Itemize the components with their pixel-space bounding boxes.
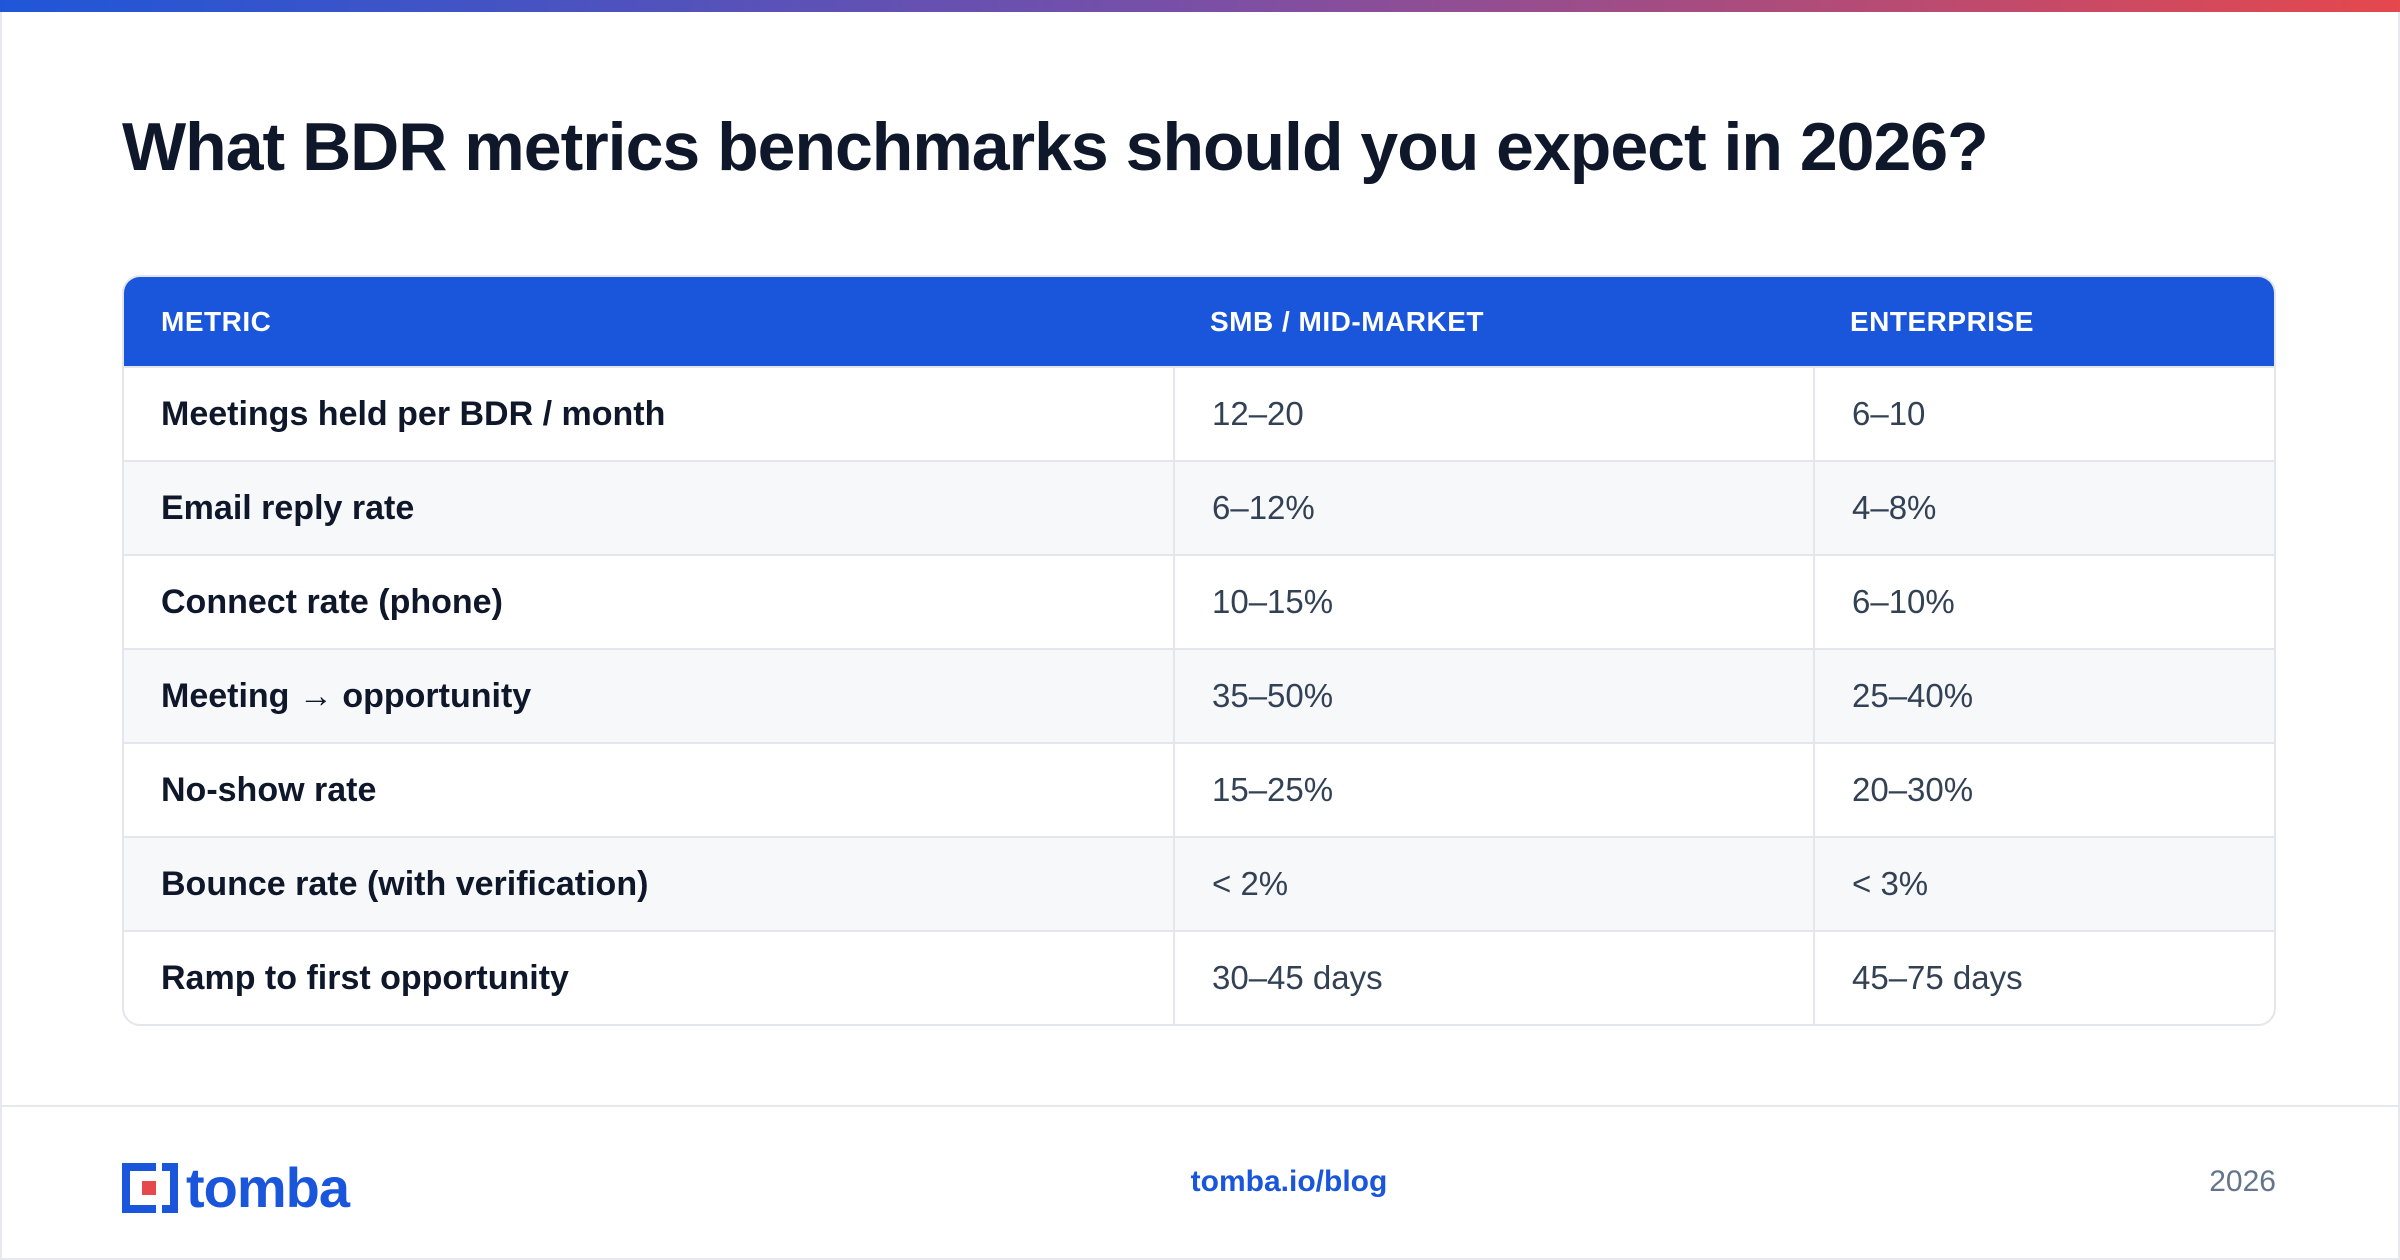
- metric-value: 6–10: [1813, 368, 2274, 460]
- metric-value: < 3%: [1813, 838, 2274, 930]
- table-row: Ramp to first opportunity 30–45 days 45–75…: [124, 930, 2274, 1024]
- table-row: Connect rate (phone) 10–15% 6–10%: [124, 554, 2274, 648]
- table-row: No-show rate 15–25% 20–30%: [124, 742, 2274, 836]
- table-row: Meetings held per BDR / month 12–20 6–10: [124, 366, 2274, 460]
- blog-link[interactable]: tomba.io/blog: [1190, 1165, 1388, 1198]
- logo-icon: [122, 1162, 178, 1213]
- metric-name: No-show rate: [161, 770, 377, 809]
- column-header: ENTERPRISE: [1850, 305, 2034, 337]
- metric-value: 25–40%: [1813, 650, 2274, 742]
- metric-name: Email reply rate: [161, 488, 415, 527]
- table-row: Meeting → opportunity 35–50% 25–40%: [124, 648, 2274, 742]
- metric-name: Bounce rate (with verification): [161, 864, 649, 903]
- footer-divider: [0, 1105, 2400, 1107]
- metric-name: Meeting → opportunity: [161, 676, 532, 715]
- metric-value: 20–30%: [1813, 744, 2274, 836]
- column-header: METRIC: [161, 305, 272, 337]
- column-header: SMB / MID-MARKET: [1210, 305, 1484, 337]
- header-row: METRIC SMB / MID-MARKET ENTERPRISE: [124, 277, 2274, 366]
- accent-bar: [0, 0, 2400, 12]
- year: 2026: [2209, 1165, 2276, 1198]
- metric-value: 10–15%: [1173, 556, 1813, 648]
- metric-value: 30–45 days: [1173, 932, 1813, 1024]
- metric-name: Ramp to first opportunity: [161, 958, 569, 997]
- metric-value: 12–20: [1173, 368, 1813, 460]
- table-row: Bounce rate (with verification) < 2% < 3%: [124, 836, 2274, 930]
- logo[interactable]: tomba: [122, 1155, 350, 1220]
- metric-value: 4–8%: [1813, 462, 2274, 554]
- metric-value: < 2%: [1173, 838, 1813, 930]
- metric-value: 6–10%: [1813, 556, 2274, 648]
- metric-value: 35–50%: [1173, 650, 1813, 742]
- metric-name: Connect rate (phone): [161, 582, 503, 621]
- title: What BDR metrics benchmarks should you e…: [122, 109, 1989, 185]
- logo-text: tomba: [186, 1156, 350, 1219]
- metric-value: 6–12%: [1173, 462, 1813, 554]
- metric-name: Meetings held per BDR / month: [161, 394, 666, 433]
- benchmark-table: METRIC SMB / MID-MARKET ENTERPRISE Meetings…: [122, 275, 2276, 1026]
- metric-value: 45–75 days: [1813, 932, 2274, 1024]
- table-row: Email reply rate 6–12% 4–8%: [124, 460, 2274, 554]
- metric-value: 15–25%: [1173, 744, 1813, 836]
